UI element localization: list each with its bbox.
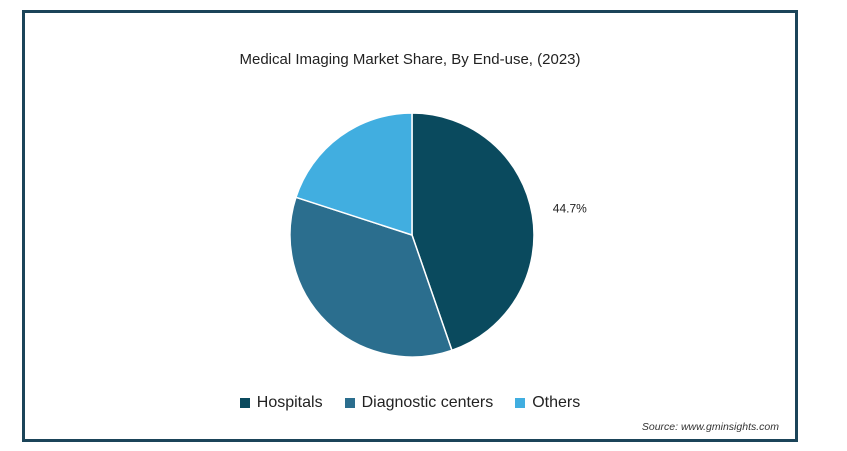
legend: Hospitals Diagnostic centers Others (25, 394, 795, 412)
legend-swatch-others (515, 398, 526, 408)
pie-slice-diagnostic-centers (289, 196, 453, 358)
source-note: Source: www.gminsights.com (641, 421, 779, 433)
pie-slice-hospitals (411, 112, 535, 352)
chart-frame: Medical Imaging Market Share, By End-use… (22, 10, 798, 442)
pie-slice-others (295, 112, 413, 237)
legend-label-hospitals: Hospitals (256, 394, 323, 411)
legend-item-hospitals: Hospitals (239, 394, 323, 412)
legend-item-others: Others (515, 394, 580, 412)
legend-label-others: Others (532, 394, 581, 411)
legend-label-diagnostic-centers: Diagnostic centers (361, 394, 494, 411)
chart-title: Medical Imaging Market Share, By End-use… (239, 51, 581, 68)
legend-swatch-diagnostic-centers (344, 398, 355, 408)
legend-item-diagnostic-centers: Diagnostic centers (344, 394, 494, 412)
pie-chart: 44.7% (289, 112, 587, 358)
legend-swatch-hospitals (239, 398, 250, 408)
data-label-hospitals: 44.7% (553, 201, 587, 215)
